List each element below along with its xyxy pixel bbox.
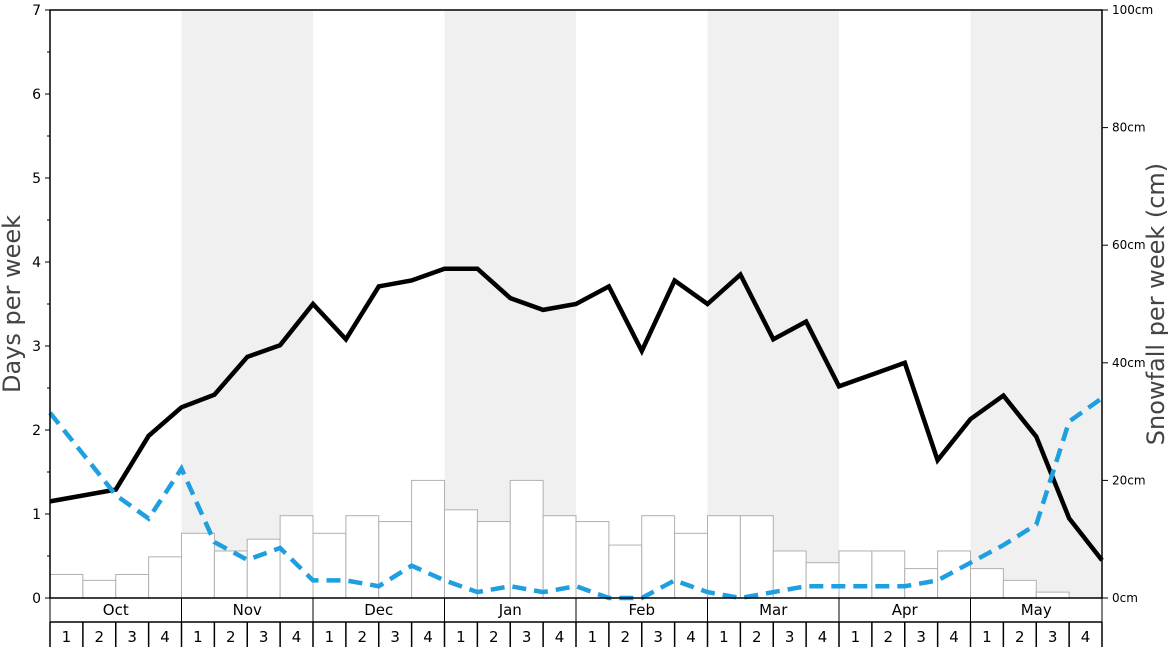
- snow-day-bar: [312, 532, 347, 599]
- month-label: May: [1021, 601, 1052, 619]
- week-label: 2: [358, 628, 368, 646]
- snowfall-line: [48, 396, 1104, 601]
- week-label: 1: [325, 628, 335, 646]
- week-label: 3: [522, 628, 532, 646]
- snow-day-bar: [739, 515, 774, 599]
- week-label: 1: [719, 628, 729, 646]
- month-label: Dec: [364, 601, 393, 619]
- snow-day-bar: [805, 562, 840, 599]
- month-bands: [50, 10, 1102, 598]
- week-label: 3: [127, 628, 137, 646]
- month-label: Feb: [628, 601, 655, 619]
- snow-day-bar: [476, 521, 511, 599]
- month-band: [839, 10, 971, 598]
- snow-day-bar: [970, 568, 1004, 599]
- snow-day-bar: [378, 521, 413, 599]
- month-band: [50, 10, 182, 598]
- snow-day-bar: [509, 479, 544, 599]
- snow-days-bars: [49, 479, 1070, 599]
- week-label-row: 1 2 3 4 1 2 3 4 1 2 3 4 1 2 3 4 1 2 3 4 1 2 3 4 1 2 3 4 1 2 3 4: [49, 622, 1103, 647]
- week-label: 1: [456, 628, 466, 646]
- snow-day-bar: [279, 515, 314, 599]
- right-axis-title: Snowfall per week (cm): [1142, 163, 1168, 445]
- week-label: 2: [95, 628, 105, 646]
- right-tick-label: 80cm: [1112, 121, 1146, 135]
- left-tick-label: 5: [32, 171, 41, 187]
- snow-day-bar: [542, 515, 577, 599]
- week-label: 2: [489, 628, 499, 646]
- week-label: 4: [160, 628, 170, 646]
- week-label: 4: [555, 628, 565, 646]
- snow-day-bar: [49, 573, 84, 599]
- snow-day-bar: [181, 532, 215, 599]
- month-label: Nov: [233, 601, 262, 619]
- week-label: 2: [226, 628, 236, 646]
- week-label: 1: [982, 628, 992, 646]
- days-line: [49, 266, 1104, 562]
- snow-day-bar: [937, 550, 971, 599]
- right-tick-label: 0cm: [1112, 591, 1138, 605]
- right-tick-label: 40cm: [1112, 356, 1146, 370]
- week-label: 4: [292, 628, 302, 646]
- week-label: 4: [423, 628, 433, 646]
- month-band: [970, 10, 1102, 598]
- week-label: 3: [390, 628, 400, 646]
- month-band: [181, 10, 313, 598]
- right-tick-label: 100cm: [1112, 3, 1153, 17]
- snow-day-bar: [838, 550, 873, 599]
- snow-day-bar: [608, 544, 643, 599]
- snow-day-bar: [707, 515, 741, 599]
- week-label: 4: [818, 628, 828, 646]
- month-label: Mar: [759, 601, 788, 619]
- week-label: 3: [1048, 628, 1058, 646]
- week-label: 4: [1081, 628, 1091, 646]
- week-label: 2: [1015, 628, 1025, 646]
- left-tick-label: 0: [32, 591, 41, 607]
- right-tick-label: 20cm: [1112, 473, 1146, 487]
- snow-day-bar: [1035, 591, 1070, 599]
- left-tick-label: 4: [32, 255, 41, 271]
- week-label: 3: [653, 628, 663, 646]
- month-label-row: Oct Nov Dec Jan Feb Mar Apr May: [49, 598, 1103, 623]
- left-tick-label: 7: [32, 3, 41, 19]
- week-label: 2: [621, 628, 631, 646]
- week-label: 1: [851, 628, 861, 646]
- left-tick-label: 1: [32, 507, 41, 523]
- left-tick-label: 6: [32, 87, 41, 103]
- snow-day-bar: [871, 550, 906, 599]
- week-label: 1: [588, 628, 598, 646]
- week-label: 3: [916, 628, 926, 646]
- month-label: Oct: [103, 601, 129, 619]
- week-label: 3: [785, 628, 795, 646]
- week-label: 3: [259, 628, 269, 646]
- month-label: Jan: [498, 601, 522, 619]
- snow-day-bar: [1002, 579, 1037, 599]
- month-label: Apr: [892, 601, 919, 619]
- left-tick-label: 3: [32, 339, 41, 355]
- week-label: 2: [752, 628, 762, 646]
- week-label: 4: [686, 628, 696, 646]
- week-label: 4: [949, 628, 959, 646]
- snow-day-bar: [641, 515, 676, 599]
- right-axis: 0cm 20cm 40cm 60cm 80cm 100cm: [1102, 3, 1153, 605]
- snow-day-bar: [148, 556, 182, 599]
- snow-day-bar: [115, 573, 150, 599]
- series-lines: [48, 266, 1104, 601]
- month-band: [707, 10, 839, 598]
- week-label: 1: [62, 628, 72, 646]
- right-tick-label: 60cm: [1112, 238, 1146, 252]
- week-label: 2: [884, 628, 894, 646]
- week-label: 1: [193, 628, 203, 646]
- left-axis: 0 1 2 3 4 5 6 7: [32, 3, 50, 607]
- left-axis-title: Days per week: [0, 215, 26, 393]
- snow-day-bar: [82, 579, 117, 599]
- left-tick-label: 2: [32, 423, 41, 439]
- month-band: [576, 10, 708, 598]
